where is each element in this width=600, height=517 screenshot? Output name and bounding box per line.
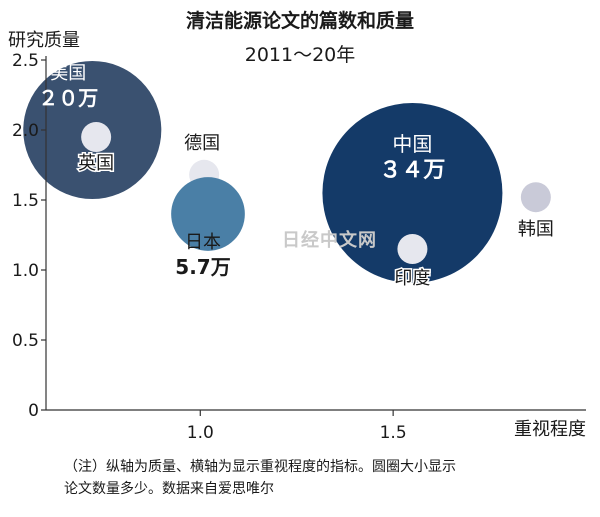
bubble-point <box>322 103 503 283</box>
bubble-point <box>171 177 245 251</box>
chart-note: （注）纵轴为质量、横轴为显示重视程度的指标。圆圈大小显示 论文数量多少。数据来自… <box>64 456 584 500</box>
bubble-point <box>81 122 112 152</box>
bubble-point <box>520 182 551 213</box>
note-line-2: 论文数量多少。数据来自爱思唯尔 <box>64 481 274 497</box>
watermark-text: 日经中文网 <box>282 230 377 251</box>
count-label: ３４万 <box>379 158 445 183</box>
x-axis-title: 重视程度 <box>514 419 586 440</box>
count-label: 5.7万 <box>175 255 230 279</box>
country-label: 日本 <box>185 232 221 253</box>
country-label: 英国 <box>78 153 114 174</box>
country-label: 韩国 <box>518 219 554 240</box>
y-tick-label: 0 <box>28 401 39 421</box>
y-tick-label: 2.5 <box>12 51 39 71</box>
country-label: 印度 <box>394 268 430 289</box>
country-label: 中国 <box>392 132 432 156</box>
country-label: 德国 <box>184 133 220 154</box>
country-label: 美国 <box>50 63 86 84</box>
chart-subtitle: 2011～20年 <box>244 44 356 66</box>
y-tick-label: 2.0 <box>12 121 39 141</box>
note-line-1: （注）纵轴为质量、横轴为显示重视程度的指标。圆圈大小显示 <box>64 459 456 475</box>
y-tick-label: 1.5 <box>12 191 39 211</box>
count-label: ２０万 <box>38 86 98 110</box>
bubble-point <box>397 234 428 264</box>
chart-title: 清洁能源论文的篇数和质量 <box>185 10 414 32</box>
y-tick-label: 0.5 <box>12 331 39 351</box>
y-tick-label: 1.0 <box>12 261 39 281</box>
x-tick-label: 1.5 <box>380 423 407 443</box>
y-axis-title: 研究质量 <box>8 30 80 51</box>
x-tick-label: 1.0 <box>187 423 214 443</box>
